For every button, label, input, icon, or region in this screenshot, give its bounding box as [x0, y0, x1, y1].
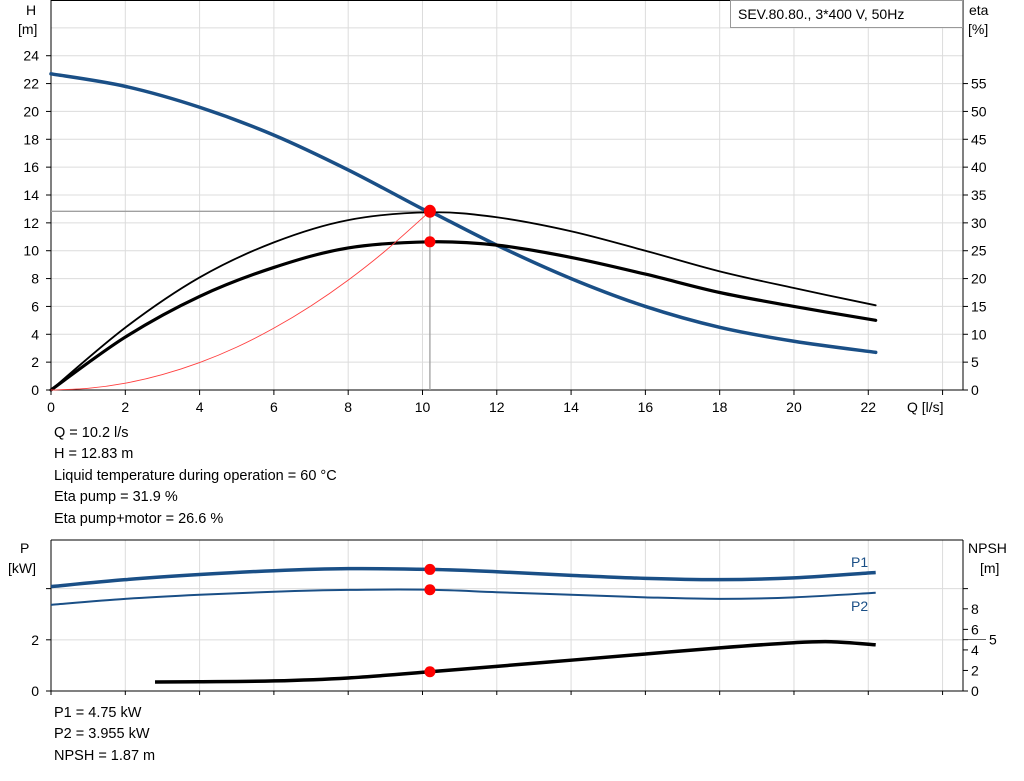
p2-curve	[50, 588, 876, 606]
x-tick-label: 10	[415, 399, 431, 415]
y-tick-label-left: 4	[31, 326, 39, 342]
readout-head: H = 12.83 m	[54, 446, 134, 462]
y-tick-label-left: 20	[23, 103, 39, 119]
y-tick-label-right: 40	[971, 159, 987, 175]
duty-point-p2-marker	[424, 584, 436, 596]
legend-box: SEV.80.80., 3*400 V, 50Hz	[730, 0, 963, 28]
y-axis-label-right: eta	[969, 2, 989, 18]
duty-point-head-marker	[423, 204, 436, 218]
y-tick-label-right: 8	[971, 601, 979, 617]
y-tick-label-left: 8	[31, 271, 39, 287]
y-tick-label-left: 22	[23, 76, 39, 92]
y-tick-label-right: 45	[971, 131, 987, 147]
y-tick-label-right: 25	[971, 243, 987, 259]
y-tick-label-left: 10	[23, 243, 39, 259]
x-tick-label: 12	[489, 399, 505, 415]
p2-series-label: P2	[851, 598, 868, 614]
p1-series-label: P1	[851, 554, 868, 570]
readout-npsh: NPSH = 1.87 m	[54, 748, 156, 764]
y-tick-label-right: 30	[971, 215, 987, 231]
readout-eta-pump: Eta pump = 31.9 %	[54, 489, 178, 505]
y-tick-label-right: 0	[971, 382, 979, 398]
x-tick-label: 14	[563, 399, 579, 415]
x-tick-label: 20	[786, 399, 802, 415]
y-axis-unit-left: [m]	[18, 21, 37, 37]
readout-eta-pump-motor: Eta pump+motor = 26.6 %	[54, 511, 224, 527]
legend-text: SEV.80.80., 3*400 V, 50Hz	[738, 6, 904, 22]
y-tick-label-left: 0	[31, 382, 39, 398]
npsh-curve	[155, 639, 876, 684]
y-tick-label-left: 12	[23, 215, 39, 231]
x-tick-label: 2	[121, 399, 129, 415]
y-tick-label-right: 15	[971, 298, 987, 314]
y-axis-label-right: NPSH	[968, 540, 1007, 556]
y-tick-label-left: 16	[23, 159, 39, 175]
y-tick-label-right: 20	[971, 271, 987, 287]
y-tick-label-right: 35	[971, 187, 987, 203]
y-axis-unit-right: [%]	[968, 21, 988, 37]
power-npsh-chart: 0 2 0 2 456 8 P [kW] NPSH [m] P1 P2	[8, 539, 1007, 699]
readout-p1: P1 = 4.75 kW	[54, 705, 142, 721]
x-tick-label: 6	[270, 399, 278, 415]
readout-p2: P2 = 3.955 kW	[54, 726, 150, 742]
y-tick-label-left: 2	[31, 632, 39, 648]
y-tick-label-right: 2	[971, 662, 979, 678]
x-tick-label: 0	[47, 399, 55, 415]
y-axis-unit-right: [m]	[980, 560, 999, 576]
eta-pump-curve	[50, 211, 877, 391]
x-tick-label: 8	[344, 399, 352, 415]
duty-point-npsh-marker	[424, 666, 436, 678]
x-axis-label: Q [l/s]	[907, 399, 944, 415]
y-tick-label-left: 6	[31, 298, 39, 314]
legend-frame	[730, 0, 963, 28]
y-tick-label-right: 5	[989, 632, 997, 648]
y-tick-label-right: 10	[971, 326, 987, 342]
p1-curve	[50, 566, 876, 589]
x-tick-label: 18	[712, 399, 728, 415]
y-tick-label-right: 5	[971, 354, 979, 370]
y-axis-unit-left: [kW]	[8, 560, 36, 576]
y-tick-label-left: 18	[23, 131, 39, 147]
y-tick-label-right: 50	[971, 103, 987, 119]
eta-pump-motor-curve	[49, 240, 878, 392]
x-tick-label: 22	[860, 399, 876, 415]
y-tick-label-right: 0	[971, 683, 979, 699]
duty-point-eta-marker	[424, 236, 436, 248]
system-curve	[50, 210, 431, 391]
y-tick-label-left: 14	[23, 187, 39, 203]
y-tick-label-left: 0	[31, 683, 39, 699]
y-tick-label-right: 6	[971, 621, 979, 637]
head-efficiency-chart: 0 2 4 6 8 10 12 14 16 18 20 22 Q [l/s]02468101214161…	[18, 0, 989, 415]
y-axis-label-left: H	[26, 2, 36, 18]
duty-point-p1-marker	[424, 563, 436, 575]
y-tick-label-right: 4	[971, 642, 979, 658]
y-tick-label-right: 55	[971, 76, 987, 92]
y-tick-label-left: 24	[23, 48, 39, 64]
x-tick-label: 4	[196, 399, 204, 415]
x-tick-label: 16	[638, 399, 654, 415]
y-tick-label-left: 2	[31, 354, 39, 370]
y-axis-label-left: P	[20, 540, 29, 556]
readout-temperature: Liquid temperature during operation = 60…	[54, 468, 337, 484]
readout-flow: Q = 10.2 l/s	[54, 425, 129, 441]
